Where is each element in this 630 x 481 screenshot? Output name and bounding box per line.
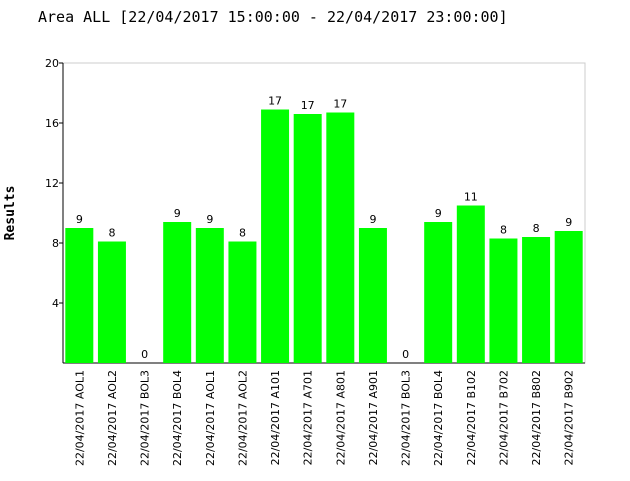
x-tick-label: 22/04/2017 AOL2 (236, 370, 249, 466)
y-tick-label: 12 (45, 177, 59, 190)
x-tick-label: 22/04/2017 B902 (563, 370, 576, 465)
value-label: 0 (402, 348, 409, 361)
x-tick-label: 22/04/2017 AOL1 (204, 370, 217, 466)
value-label: 9 (435, 207, 442, 220)
x-tick-label: 22/04/2017 BOL4 (432, 370, 445, 466)
value-label: 9 (369, 213, 376, 226)
y-tick-label: 4 (52, 297, 59, 310)
y-axis-label: Results (3, 186, 18, 241)
y-tick-label: 8 (52, 237, 59, 250)
x-tick-label: 22/04/2017 B802 (530, 370, 543, 465)
bar (554, 231, 583, 363)
value-label: 9 (565, 216, 572, 229)
x-tick-label: 22/04/2017 B702 (497, 370, 510, 465)
value-label: 9 (174, 207, 181, 220)
bar (456, 205, 485, 363)
x-tick-label: 22/04/2017 BOL3 (139, 370, 152, 466)
value-label: 17 (268, 95, 282, 108)
value-label: 8 (500, 224, 507, 237)
bar (228, 241, 257, 363)
bar (326, 112, 355, 363)
x-tick-label: 22/04/2017 A101 (269, 370, 282, 465)
x-tick-label: 22/04/2017 A801 (334, 370, 347, 465)
x-tick-label: 22/04/2017 BOL4 (171, 370, 184, 466)
x-tick-label: 22/04/2017 BOL3 (400, 370, 413, 466)
value-label: 9 (76, 213, 83, 226)
value-label: 0 (141, 348, 148, 361)
bar (97, 241, 126, 363)
bar (293, 114, 322, 363)
bar (261, 109, 290, 363)
value-label: 17 (301, 99, 315, 112)
chart-title: Area ALL [22/04/2017 15:00:00 - 22/04/20… (38, 8, 508, 26)
value-label: 8 (239, 227, 246, 240)
bar (163, 222, 192, 363)
bar (65, 228, 94, 363)
x-tick-label: 22/04/2017 B102 (465, 370, 478, 465)
value-label: 8 (108, 227, 115, 240)
y-tick-label: 20 (45, 57, 59, 70)
bar (522, 237, 551, 363)
bar (424, 222, 453, 363)
x-tick-label: 22/04/2017 AOL2 (106, 370, 119, 466)
bar (489, 238, 518, 363)
x-tick-label: 22/04/2017 A901 (367, 370, 380, 465)
value-label: 9 (206, 213, 213, 226)
bar (358, 228, 387, 363)
bar (195, 228, 224, 363)
value-label: 11 (464, 191, 478, 204)
value-label: 17 (333, 98, 347, 111)
x-tick-label: 22/04/2017 AOL1 (73, 370, 86, 466)
y-tick-label: 16 (45, 117, 59, 130)
value-label: 8 (533, 222, 540, 235)
x-tick-label: 22/04/2017 A701 (302, 370, 315, 465)
